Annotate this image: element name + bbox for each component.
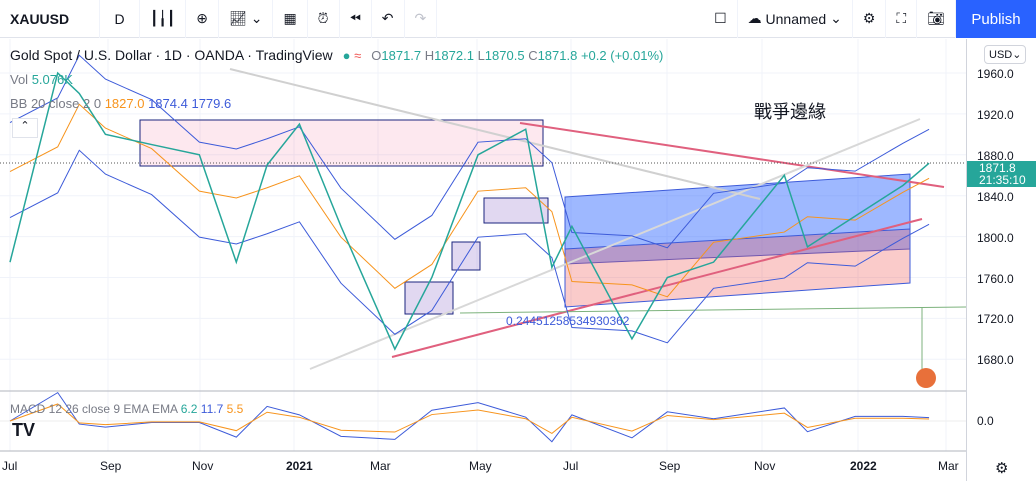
bb-basis-line xyxy=(9,103,930,298)
box-rectangle xyxy=(404,281,454,315)
symbol-title: Gold Spot / U.S. Dollar · 1D · OANDA · T… xyxy=(10,47,333,63)
gray-trendline xyxy=(229,68,761,200)
price-tick: 1760.0 xyxy=(977,271,1014,286)
price-tick: 1840.0 xyxy=(977,189,1014,204)
layout-name-button[interactable]: ☁ Unnamed ⌄ xyxy=(738,0,853,38)
layout-name: Unnamed xyxy=(765,10,827,27)
alert-icon[interactable]: ⏰︎ xyxy=(308,0,340,38)
bb-upper-line xyxy=(9,54,930,249)
chart-header-legend: Gold Spot / U.S. Dollar · 1D · OANDA · T… xyxy=(10,47,663,63)
tradingview-logo: TV xyxy=(12,420,36,440)
box-rectangle xyxy=(483,197,549,224)
macd-legend: MACD 12 26 close 9 EMA EMA 6.2 11.7 5.5 xyxy=(10,402,244,416)
cloud-check-icon: ☁ xyxy=(747,10,766,26)
status-dots: ● ≈ xyxy=(342,48,362,63)
collapse-legend-button[interactable]: ⌃ xyxy=(12,118,38,138)
bb-lower-line xyxy=(9,149,930,344)
fullscreen-icon[interactable]: ⛶ xyxy=(886,0,918,38)
trendline xyxy=(391,218,923,358)
undo-icon[interactable]: ↶ xyxy=(372,0,405,38)
bb-legend: BB 20 close 2 0 1827.0 1874.4 1779.6 xyxy=(10,96,232,111)
price-tick: 1720.0 xyxy=(977,312,1014,327)
price-tick: 1880.0 xyxy=(977,148,1014,163)
time-tick: Jul xyxy=(563,459,579,473)
gray-trendline xyxy=(309,118,921,370)
camera-icon[interactable]: 📷︎ xyxy=(917,0,956,38)
publish-button[interactable]: Publish xyxy=(956,0,1036,38)
plus-icon[interactable]: ⊕ xyxy=(186,0,220,38)
interval-button[interactable]: D xyxy=(100,0,140,38)
volume-legend: Vol 5.076K xyxy=(10,72,73,87)
fib-line xyxy=(459,306,966,314)
chart-canvas[interactable] xyxy=(0,39,966,459)
time-tick: Jul xyxy=(2,459,18,473)
time-tick: Sep xyxy=(659,459,681,473)
price-axis[interactable]: USD⌄ 1960.0 1920.0 1880.0 1840.0 1800.0 1760.… xyxy=(966,39,1036,481)
chart-annotation: 戰爭邊緣 xyxy=(754,102,826,122)
price-tick: 1680.0 xyxy=(977,353,1014,368)
trendline xyxy=(519,122,945,188)
time-tick: Mar xyxy=(370,459,391,473)
time-tick: 2021 xyxy=(286,459,313,473)
price-tick: 1960.0 xyxy=(977,67,1014,81)
macd-line xyxy=(9,391,930,443)
price-line xyxy=(9,71,930,351)
economic-event-icon xyxy=(916,368,936,388)
time-tick: Mar xyxy=(938,459,959,473)
macd-axis-zero: 0.0 xyxy=(977,414,994,428)
currency-select[interactable]: USD⌄ xyxy=(984,45,1027,64)
fib-label: 0.24451258534930362 xyxy=(506,314,630,328)
square-icon[interactable]: ☐ xyxy=(704,0,738,38)
time-tick: Nov xyxy=(754,459,776,473)
time-tick: 2022 xyxy=(850,459,877,473)
last-price-label: 1871.8 21:35:10 xyxy=(967,161,1036,187)
redo-icon[interactable]: ↷ xyxy=(405,0,438,38)
symbol-search[interactable]: XAUUSD xyxy=(0,0,100,38)
layout-grid-icon[interactable]: ▦ xyxy=(273,0,308,38)
time-tick: May xyxy=(469,459,492,473)
ohlc-values: O1871.7 H1872.1 L1870.5 C1871.8 +0.2 (+0… xyxy=(371,48,664,63)
price-tick: 1920.0 xyxy=(977,107,1014,122)
indicators-icon[interactable]: 📈︎ ⌄ xyxy=(219,0,274,38)
gear-icon[interactable]: ⚙ xyxy=(853,0,887,38)
time-tick: Nov xyxy=(192,459,214,473)
top-toolbar: XAUUSD D ┃╽┃ ⊕ 📈︎ ⌄ ▦ ⏰︎ ⏪︎ ↶ ↷ ☐ ☁ Unna… xyxy=(0,0,1036,38)
time-tick: Sep xyxy=(100,459,122,473)
candles-icon[interactable]: ┃╽┃ xyxy=(140,0,187,38)
replay-icon[interactable]: ⏪︎ xyxy=(340,0,372,38)
settings-icon[interactable]: ⚙ xyxy=(995,460,1009,477)
price-tick: 1800.0 xyxy=(977,230,1014,245)
range-rectangle xyxy=(139,119,544,167)
macd-signal-line xyxy=(9,403,930,435)
